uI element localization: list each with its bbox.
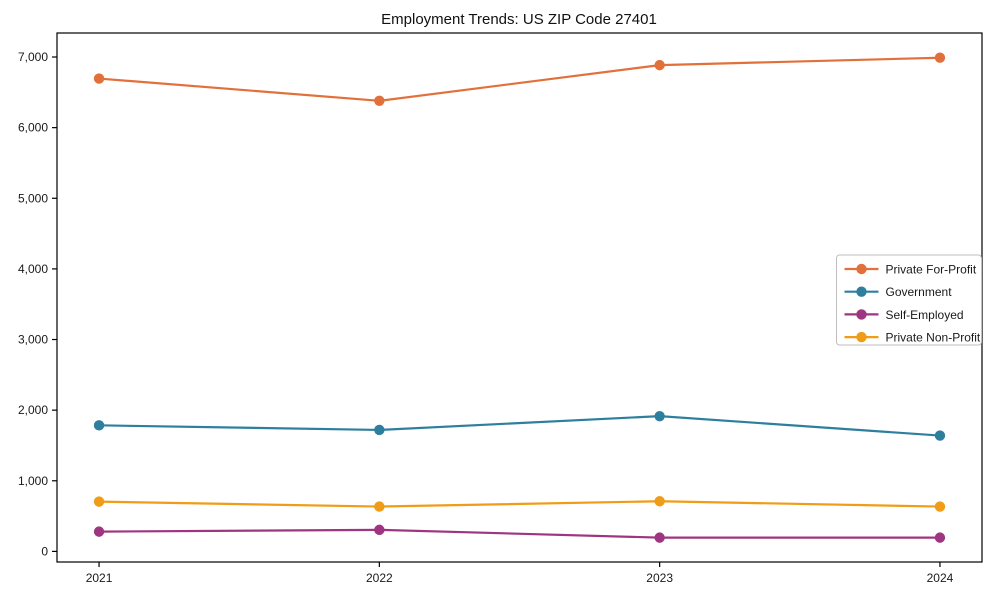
legend-marker-dot-icon	[856, 286, 867, 297]
data-point-marker-self-employed	[934, 532, 946, 543]
chart-title: Employment Trends: US ZIP Code 27401	[381, 11, 657, 28]
legend-label: Private For-Profit	[886, 263, 977, 277]
data-point-marker-private-for-profit	[374, 95, 385, 107]
data-point-marker-private-for-profit	[93, 73, 105, 84]
y-axis-tick-label: 2,000	[18, 403, 48, 417]
data-point-marker-private-for-profit	[654, 59, 665, 71]
y-axis-tick-label: 0	[41, 544, 48, 558]
data-point-marker-self-employed	[93, 526, 105, 537]
legend-label: Government	[886, 285, 953, 299]
data-point-marker-government	[654, 410, 665, 422]
data-point-marker-private-non-profit	[93, 496, 105, 507]
data-point-marker-government	[374, 424, 385, 436]
legend-marker-dot-icon	[856, 309, 867, 320]
series-line-private-non-profit	[97, 500, 942, 508]
data-point-marker-government	[93, 420, 105, 431]
legend-marker-dot-icon	[856, 263, 867, 275]
data-point-marker-private-non-profit	[374, 501, 385, 512]
data-point-marker-self-employed	[374, 524, 385, 536]
data-point-marker-government	[934, 430, 946, 441]
y-axis-tick-label: 5,000	[18, 191, 48, 205]
y-axis-tick-label: 4,000	[18, 262, 48, 276]
series-line-private-for-profit	[97, 56, 942, 102]
data-point-marker-private-non-profit	[654, 496, 665, 507]
legend-marker-dot-icon	[856, 331, 867, 343]
x-axis-tick-label: 2024	[927, 571, 954, 585]
y-axis-tick-label: 3,000	[18, 333, 48, 347]
series-line-government	[97, 415, 942, 437]
legend-box	[836, 254, 982, 346]
x-axis-tick-label: 2023	[646, 571, 673, 585]
plot-area: 0 1,000 2,000 3,000 4,000 5,000 6,000 7,000 2021…	[18, 32, 983, 585]
data-point-marker-private-for-profit	[934, 52, 946, 63]
data-point-marker-self-employed	[654, 532, 665, 543]
y-axis-tick-label: 6,000	[18, 121, 48, 135]
legend-label: Self-Employed	[886, 308, 964, 322]
series-line-self-employed	[97, 528, 942, 539]
x-axis-tick-label: 2021	[86, 571, 113, 585]
data-point-marker-private-non-profit	[934, 501, 946, 512]
x-axis-tick-label: 2022	[366, 571, 393, 585]
y-axis-tick-label: 7,000	[18, 50, 48, 64]
y-axis-tick-label: 1,000	[18, 474, 48, 488]
legend-label: Private Non-Profit	[886, 331, 981, 345]
